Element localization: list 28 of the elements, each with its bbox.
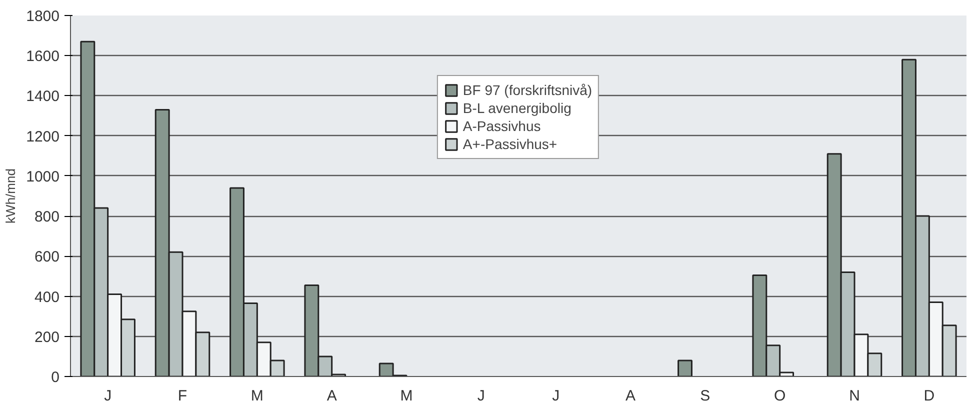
x-tick-label: A <box>326 388 337 404</box>
x-tick-label: N <box>849 388 860 404</box>
legend-label: A-Passivhus <box>462 118 541 134</box>
x-tick-label: F <box>178 388 188 404</box>
legend-label: BF 97 (forskriftsnivå) <box>462 82 592 98</box>
x-tick-label: J <box>477 388 485 404</box>
y-tick-label: 1200 <box>26 128 60 146</box>
y-tick-label: 1000 <box>26 168 60 186</box>
bar <box>678 360 692 376</box>
y-tick-label: 1600 <box>26 48 60 66</box>
x-tick-label: M <box>250 388 264 404</box>
y-axis-title: kWh/mnd <box>3 168 18 224</box>
x-tick-label: D <box>924 388 935 404</box>
legend-label: B-L avenergibolig <box>462 100 572 116</box>
x-tick-label: J <box>552 388 560 404</box>
y-tick-label: 200 <box>34 328 60 346</box>
x-tick-label: O <box>774 388 786 404</box>
x-tick-label: S <box>700 388 710 404</box>
x-tick-label: J <box>104 388 112 404</box>
x-tick-label: A <box>626 388 636 404</box>
y-tick-label: 400 <box>34 288 60 306</box>
y-tick-label: 600 <box>34 248 60 266</box>
y-tick-label: 0 <box>51 369 60 386</box>
y-tick-label: 800 <box>34 208 60 226</box>
x-tick-label: M <box>400 388 413 404</box>
y-tick-label: 1400 <box>26 88 60 106</box>
legend-label: A+-Passivhus+ <box>462 136 558 152</box>
y-tick-label: 1800 <box>26 8 60 25</box>
